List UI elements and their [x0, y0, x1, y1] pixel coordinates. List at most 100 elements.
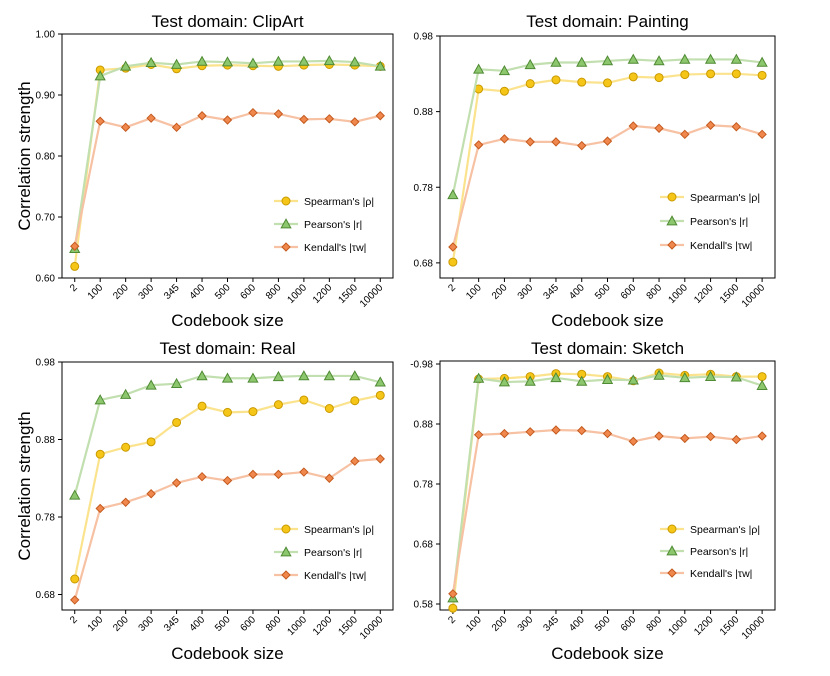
- data-point-circle: [757, 70, 767, 80]
- x-tick-label: 500: [593, 282, 613, 302]
- legend-marker-diamond: [667, 568, 677, 578]
- legend-label: Kendall's |τw|: [690, 568, 752, 580]
- data-point-diamond: [551, 137, 561, 147]
- x-axis-label: Codebook size: [551, 311, 663, 330]
- x-tick-label: 800: [645, 614, 665, 634]
- legend-label: Spearman's |ρ|: [690, 192, 760, 204]
- data-point-triangle: [704, 370, 717, 381]
- data-point-circle: [299, 395, 309, 405]
- data-point-triangle: [120, 60, 132, 71]
- legend-label: Pearson's |r|: [304, 219, 362, 231]
- y-tick-label: 0.90: [36, 91, 56, 102]
- series-triangle: [69, 55, 386, 254]
- data-point-circle: [70, 261, 80, 271]
- data-point-diamond: [705, 120, 716, 130]
- data-point-diamond: [95, 116, 105, 126]
- x-tick-label: 10000: [358, 282, 386, 310]
- legend-marker-triangle: [280, 546, 292, 557]
- y-axis-label: Correlation strength: [15, 411, 34, 560]
- legend: Spearman's |ρ| Pearson's |r| Kendall's |τw…: [274, 524, 374, 582]
- x-tick-label: 500: [213, 282, 233, 302]
- x-tick-label: 200: [490, 282, 510, 302]
- series-triangle: [447, 53, 768, 200]
- data-point-circle: [121, 442, 131, 452]
- y-axis-label: Correlation strength: [15, 81, 34, 230]
- data-point-circle: [731, 69, 741, 79]
- legend-label: Pearson's |r|: [690, 546, 748, 558]
- data-point-diamond: [525, 137, 535, 147]
- data-point-triangle: [221, 372, 234, 383]
- data-point-diamond: [120, 497, 131, 507]
- data-point-diamond: [273, 109, 284, 119]
- data-point-diamond: [577, 140, 587, 151]
- data-point-triangle: [627, 53, 639, 64]
- x-tick-label: 600: [239, 614, 259, 634]
- x-tick-label: 300: [137, 282, 157, 302]
- data-point-triangle: [323, 370, 335, 381]
- data-point-diamond: [324, 114, 335, 124]
- data-point-diamond: [680, 433, 690, 444]
- series-diamond: [70, 107, 385, 251]
- data-point-circle: [628, 72, 638, 82]
- legend-marker-triangle: [280, 218, 292, 229]
- x-tick-label: 400: [188, 614, 208, 634]
- data-point-diamond: [146, 489, 156, 499]
- x-tick-label: 300: [137, 614, 157, 634]
- data-point-diamond: [448, 589, 458, 599]
- x-tick-label: 500: [213, 614, 233, 634]
- data-point-triangle: [221, 56, 234, 67]
- data-point-triangle: [473, 63, 485, 74]
- data-point-triangle: [601, 55, 614, 66]
- legend-label: Kendall's |τw|: [304, 570, 366, 582]
- data-point-circle: [551, 75, 561, 85]
- legend: Spearman's |ρ| Pearson's |r| Kendall's |τw…: [660, 192, 760, 252]
- y-tick-label: 0.88: [414, 107, 434, 118]
- data-point-circle: [499, 86, 509, 96]
- data-point-diamond: [171, 478, 182, 488]
- data-point-triangle: [730, 371, 742, 382]
- x-tick-label: 200: [111, 282, 131, 302]
- legend-marker-circle: [281, 524, 291, 534]
- data-point-diamond: [473, 430, 484, 440]
- data-point-circle: [375, 390, 385, 400]
- x-tick-label: 1200: [692, 614, 716, 638]
- data-point-diamond: [602, 428, 613, 439]
- data-point-triangle: [196, 55, 208, 66]
- data-point-triangle: [679, 371, 691, 383]
- data-point-triangle: [374, 60, 386, 71]
- x-axis-label: Codebook size: [171, 311, 283, 330]
- data-point-triangle: [679, 53, 691, 64]
- legend-label: Spearman's |ρ|: [304, 196, 374, 208]
- x-tick-label: 600: [619, 282, 639, 302]
- data-point-triangle: [145, 56, 157, 68]
- chart-panel-1: Test domain: ClipArt 0.60 0.70 0.80 0.90 1.00…: [15, 12, 394, 330]
- data-point-diamond: [120, 122, 131, 133]
- x-tick-label: 345: [162, 614, 182, 634]
- data-point-triangle: [298, 55, 310, 66]
- data-point-triangle: [653, 369, 665, 380]
- x-tick-label: 1500: [336, 282, 360, 306]
- chart-title: Test domain: Real: [159, 339, 295, 358]
- data-point-diamond: [499, 428, 510, 439]
- y-tick-label: 0.68: [414, 540, 434, 551]
- data-point-triangle: [69, 489, 81, 500]
- data-point-circle: [525, 79, 535, 89]
- data-point-diamond: [680, 129, 690, 140]
- x-tick-label: 1000: [666, 282, 690, 306]
- x-tick-label: 800: [645, 282, 665, 302]
- legend-marker-circle: [281, 196, 291, 206]
- data-point-triangle: [170, 377, 183, 389]
- data-point-triangle: [473, 372, 485, 383]
- data-point-diamond: [731, 122, 742, 132]
- legend-label: Kendall's |τw|: [690, 240, 752, 252]
- x-tick-label: 400: [567, 614, 587, 634]
- data-point-diamond: [95, 503, 105, 514]
- x-tick-label: 600: [239, 282, 259, 302]
- x-tick-label: 500: [593, 614, 613, 634]
- data-point-triangle: [374, 376, 386, 387]
- series-line: [451, 374, 763, 599]
- data-point-circle: [654, 73, 664, 83]
- data-point-triangle: [349, 370, 361, 381]
- x-tick-label: 345: [162, 282, 182, 302]
